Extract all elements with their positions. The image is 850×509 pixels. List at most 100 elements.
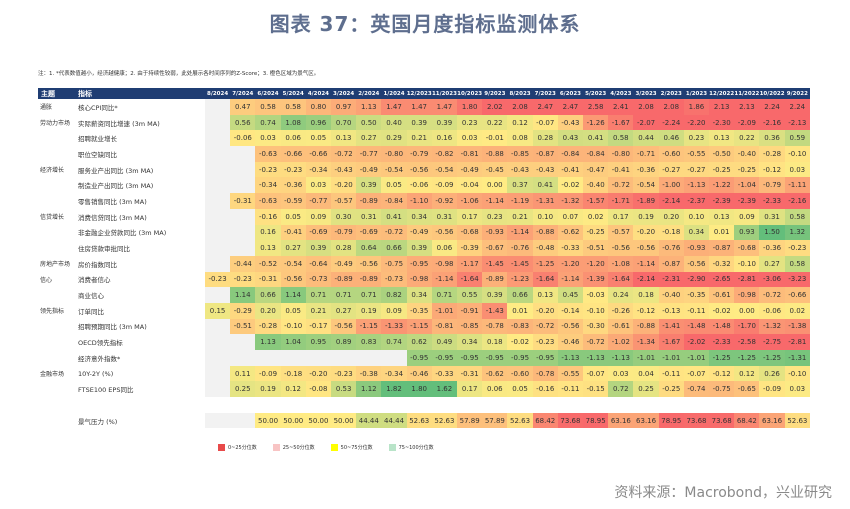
value-cell: 0.29: [381, 130, 407, 147]
value-cell: 0.71: [431, 287, 458, 303]
empty-cell: [280, 350, 306, 366]
value-cell: 0.49: [431, 334, 458, 350]
value-cell: -0.06: [759, 302, 785, 319]
value-cell: -1.01: [431, 302, 458, 319]
empty-cell: [205, 224, 231, 241]
value-cell: 2.58: [583, 99, 609, 115]
empty-cell: [331, 350, 357, 366]
page-title: 图表 37：英国月度指标监测体系: [269, 12, 581, 36]
value-cell: -0.60: [507, 365, 533, 382]
spacer-cell: [281, 397, 306, 413]
value-cell: -2.75: [759, 334, 785, 350]
row-indicator: 职位空缺同比: [78, 150, 117, 159]
value-cell: 2.13: [709, 99, 735, 115]
value-cell: 0.13: [331, 130, 357, 147]
value-cell: -0.10: [734, 255, 760, 272]
value-cell: 0.01: [507, 302, 533, 319]
value-cell: -1.67: [608, 114, 634, 131]
value-cell: -0.40: [583, 177, 609, 194]
value-cell: 50.00: [331, 412, 357, 429]
value-cell: -0.95: [431, 350, 458, 366]
value-cell: 0.47: [230, 99, 256, 115]
value-cell: 0.55: [457, 287, 483, 303]
value-cell: 0.12: [734, 365, 760, 382]
value-cell: -0.12: [709, 365, 735, 382]
value-cell: -0.07: [583, 365, 609, 382]
value-cell: -2.14: [633, 271, 659, 288]
value-cell: 0.27: [331, 302, 357, 319]
value-cell: -0.07: [532, 114, 558, 131]
value-cell: -1.32: [759, 318, 785, 335]
value-cell: 0.45: [557, 287, 584, 303]
value-cell: 2.47: [557, 99, 584, 115]
value-cell: -0.48: [532, 240, 558, 256]
value-cell: -1.15: [356, 318, 382, 335]
value-cell: -0.01: [482, 130, 508, 147]
spacer-cell: [407, 397, 432, 413]
value-cell: -0.30: [583, 318, 609, 335]
value-cell: 0.15: [205, 302, 231, 319]
empty-cell: [205, 365, 231, 382]
value-cell: -0.62: [557, 224, 584, 241]
value-cell: 0.05: [280, 302, 306, 319]
value-cell: -0.29: [230, 302, 256, 319]
value-cell: 0.56: [230, 114, 256, 131]
value-cell: -0.43: [331, 161, 357, 178]
value-cell: -1.19: [507, 193, 533, 209]
row-indicator: 消费者信心: [78, 276, 111, 285]
value-cell: -0.49: [331, 255, 357, 272]
value-cell: -2.33: [759, 193, 785, 209]
header-month: 6/2023: [557, 88, 584, 99]
value-cell: -0.78: [482, 318, 508, 335]
value-cell: -0.10: [784, 146, 810, 162]
spacer-cell: [255, 397, 280, 413]
value-cell: -2.14: [658, 193, 684, 209]
value-cell: -0.20: [331, 177, 357, 194]
spacer-cell: [507, 397, 532, 413]
value-cell: -0.78: [532, 365, 558, 382]
value-cell: -0.10: [280, 318, 306, 335]
value-cell: 0.08: [507, 130, 533, 147]
row-category: [38, 413, 75, 429]
value-cell: -0.45: [482, 161, 508, 178]
value-cell: 2.08: [633, 99, 659, 115]
value-cell: -0.98: [431, 255, 458, 272]
value-cell: -1.23: [507, 271, 533, 288]
spacer-cell: [356, 397, 381, 413]
value-cell: -0.39: [457, 240, 483, 256]
value-cell: 0.46: [658, 130, 684, 147]
value-cell: -2.39: [709, 193, 735, 209]
value-cell: 0.59: [784, 130, 810, 147]
spacer-cell: [608, 397, 633, 413]
value-cell: 2.24: [784, 99, 810, 115]
value-cell: 0.13: [709, 130, 735, 147]
value-cell: 0.27: [759, 255, 785, 272]
value-cell: -0.54: [280, 255, 306, 272]
empty-cell: [230, 350, 256, 366]
value-cell: -1.04: [734, 177, 760, 194]
value-cell: -0.56: [406, 161, 432, 178]
table-row: 住房贷款审批同比 0.13 0.27 0.39 0.28 0.64 0.66 0.39 0.06…: [38, 240, 810, 256]
value-cell: 0.02: [784, 302, 810, 319]
value-cell: 0.20: [658, 208, 684, 225]
value-cell: 0.80: [305, 99, 332, 115]
value-cell: -0.56: [608, 240, 634, 256]
value-cell: -0.31: [255, 271, 281, 288]
value-cell: 0.03: [784, 161, 810, 178]
spacer-cell: [457, 397, 482, 413]
value-cell: 0.89: [331, 334, 357, 350]
value-cell: -0.20: [305, 365, 332, 382]
value-cell: 1.47: [381, 99, 407, 115]
value-cell: 0.24: [608, 287, 634, 303]
value-cell: -0.11: [557, 381, 584, 398]
value-cell: -0.98: [734, 287, 760, 303]
row-indicator: 消费信贷同比 (3m MA): [78, 213, 147, 222]
value-cell: 0.31: [431, 208, 458, 225]
spacer-cell: [381, 397, 406, 413]
value-cell: -0.36: [633, 161, 659, 178]
legend-label: 0~25分位数: [228, 445, 257, 451]
value-cell: 68.42: [734, 412, 760, 429]
value-cell: -0.76: [658, 240, 684, 256]
value-cell: 0.34: [406, 287, 432, 303]
value-cell: 1.14: [280, 287, 306, 303]
